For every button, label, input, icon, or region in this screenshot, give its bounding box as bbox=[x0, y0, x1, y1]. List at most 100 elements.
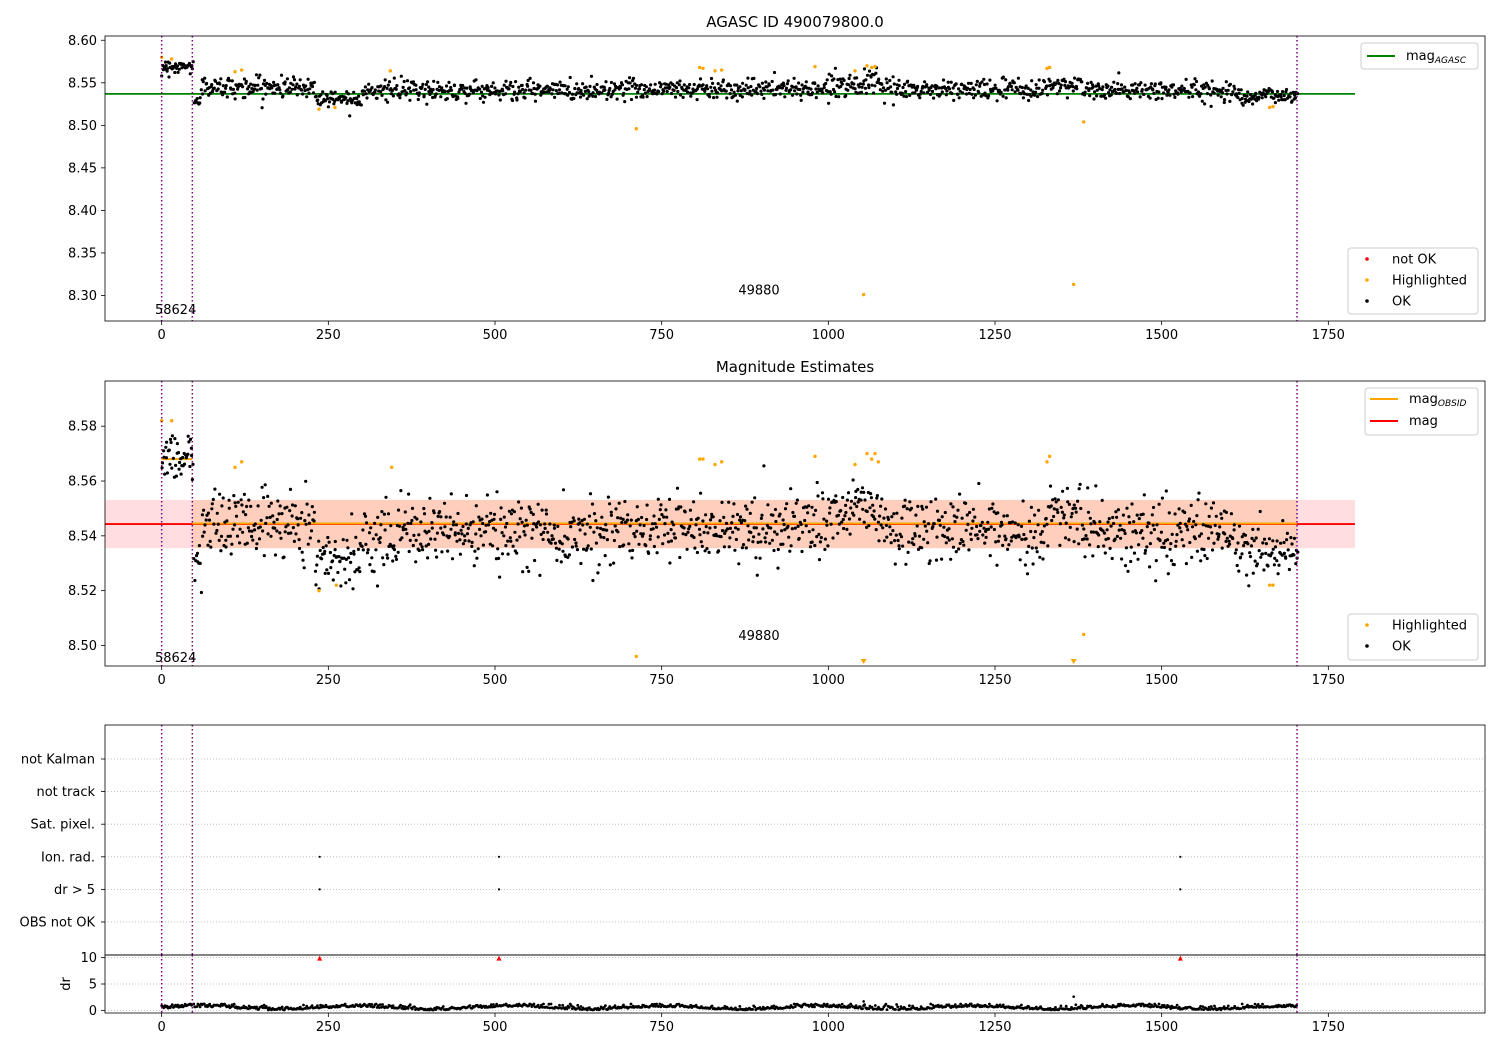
ok-point bbox=[532, 86, 536, 91]
ok-point bbox=[1177, 507, 1181, 511]
ok-point bbox=[637, 542, 641, 546]
ok-point bbox=[1136, 557, 1140, 561]
ok-point bbox=[421, 82, 425, 86]
ok-point bbox=[867, 86, 871, 90]
dr-outlier-point bbox=[862, 1000, 865, 1003]
ok-point bbox=[937, 518, 942, 523]
ok-point bbox=[538, 84, 542, 88]
ok-point bbox=[1211, 501, 1216, 505]
ok-point bbox=[1225, 536, 1229, 540]
dr-point bbox=[565, 1007, 569, 1011]
ok-point bbox=[647, 551, 651, 556]
ok-point bbox=[657, 517, 661, 522]
ok-point bbox=[1166, 538, 1170, 542]
ok-point bbox=[759, 516, 764, 521]
ok-point bbox=[704, 525, 708, 529]
ok-point bbox=[705, 84, 709, 88]
ok-point bbox=[800, 549, 804, 554]
ok-point bbox=[206, 543, 210, 547]
ok-point bbox=[449, 85, 453, 90]
ok-point bbox=[401, 528, 405, 532]
ok-point bbox=[467, 92, 471, 96]
ok-point bbox=[359, 103, 363, 107]
dr-point bbox=[1059, 1004, 1063, 1008]
ok-point bbox=[845, 527, 849, 532]
ok-point bbox=[1078, 77, 1082, 81]
ok-point bbox=[675, 81, 679, 85]
ok-point bbox=[628, 524, 632, 528]
ok-point bbox=[1246, 90, 1250, 94]
ok-point bbox=[1107, 517, 1111, 521]
dr-point bbox=[170, 1003, 174, 1006]
ok-point bbox=[1143, 548, 1148, 553]
ok-point bbox=[901, 544, 905, 548]
ok-point bbox=[836, 513, 841, 517]
x-tick-label: 750 bbox=[649, 1020, 674, 1035]
ok-point bbox=[1176, 523, 1180, 527]
ok-point bbox=[221, 496, 225, 500]
ok-point bbox=[720, 529, 725, 533]
ok-point bbox=[657, 90, 661, 94]
x-tick-label: 1250 bbox=[978, 673, 1011, 688]
dr-point bbox=[261, 1006, 265, 1010]
ok-point bbox=[1017, 535, 1021, 539]
highlighted-point bbox=[713, 462, 717, 467]
ok-point bbox=[422, 93, 426, 97]
ok-point bbox=[1250, 536, 1254, 541]
ok-point bbox=[1178, 521, 1182, 525]
ok-point bbox=[278, 91, 283, 95]
ok-point bbox=[268, 515, 272, 520]
ok-point bbox=[725, 527, 730, 531]
ok-point bbox=[533, 99, 538, 103]
dr-point bbox=[872, 1007, 876, 1011]
ok-point bbox=[821, 91, 825, 95]
ok-point bbox=[804, 80, 808, 84]
ok-point bbox=[614, 507, 618, 511]
dr-point bbox=[821, 1005, 825, 1008]
ok-point bbox=[891, 529, 895, 533]
ok-point bbox=[834, 494, 838, 498]
ok-point bbox=[983, 541, 987, 545]
ok-point bbox=[315, 554, 319, 558]
ok-point bbox=[595, 526, 599, 530]
dr-point bbox=[310, 1004, 314, 1008]
ok-point bbox=[870, 83, 874, 87]
ok-point bbox=[1029, 529, 1033, 534]
ok-point bbox=[1083, 555, 1087, 559]
dr-point bbox=[873, 1004, 877, 1007]
ok-point bbox=[725, 96, 729, 100]
dr-clipped-marker bbox=[1177, 955, 1183, 961]
y-tick-label: 8.54 bbox=[68, 529, 97, 544]
ok-point bbox=[271, 514, 275, 518]
ok-point bbox=[1129, 545, 1133, 549]
ok-point bbox=[771, 513, 775, 517]
ok-point bbox=[1251, 102, 1255, 106]
ok-point bbox=[1239, 88, 1243, 92]
ok-point bbox=[333, 548, 337, 552]
dr-point bbox=[266, 1008, 270, 1012]
ok-point bbox=[1184, 562, 1188, 566]
ok-point bbox=[1218, 525, 1222, 529]
ok-point bbox=[409, 521, 413, 526]
ok-point bbox=[307, 91, 311, 95]
ok-point bbox=[584, 85, 588, 89]
ok-point bbox=[940, 90, 944, 94]
ok-point bbox=[513, 530, 517, 534]
ok-point bbox=[858, 517, 862, 521]
dr-point bbox=[441, 1005, 445, 1008]
ok-point bbox=[735, 99, 739, 103]
ok-point bbox=[995, 99, 999, 103]
ok-point bbox=[809, 87, 813, 91]
ok-point bbox=[659, 82, 663, 86]
ok-point bbox=[644, 544, 648, 548]
ok-point bbox=[721, 78, 726, 82]
ok-point bbox=[232, 494, 236, 498]
ok-point bbox=[672, 523, 676, 527]
ok-point bbox=[1068, 525, 1072, 530]
ok-point bbox=[877, 539, 881, 543]
ok-point bbox=[814, 96, 818, 100]
ok-point bbox=[195, 97, 199, 101]
ok-point bbox=[856, 500, 860, 504]
ok-point bbox=[1034, 83, 1038, 87]
ok-point bbox=[412, 533, 416, 538]
